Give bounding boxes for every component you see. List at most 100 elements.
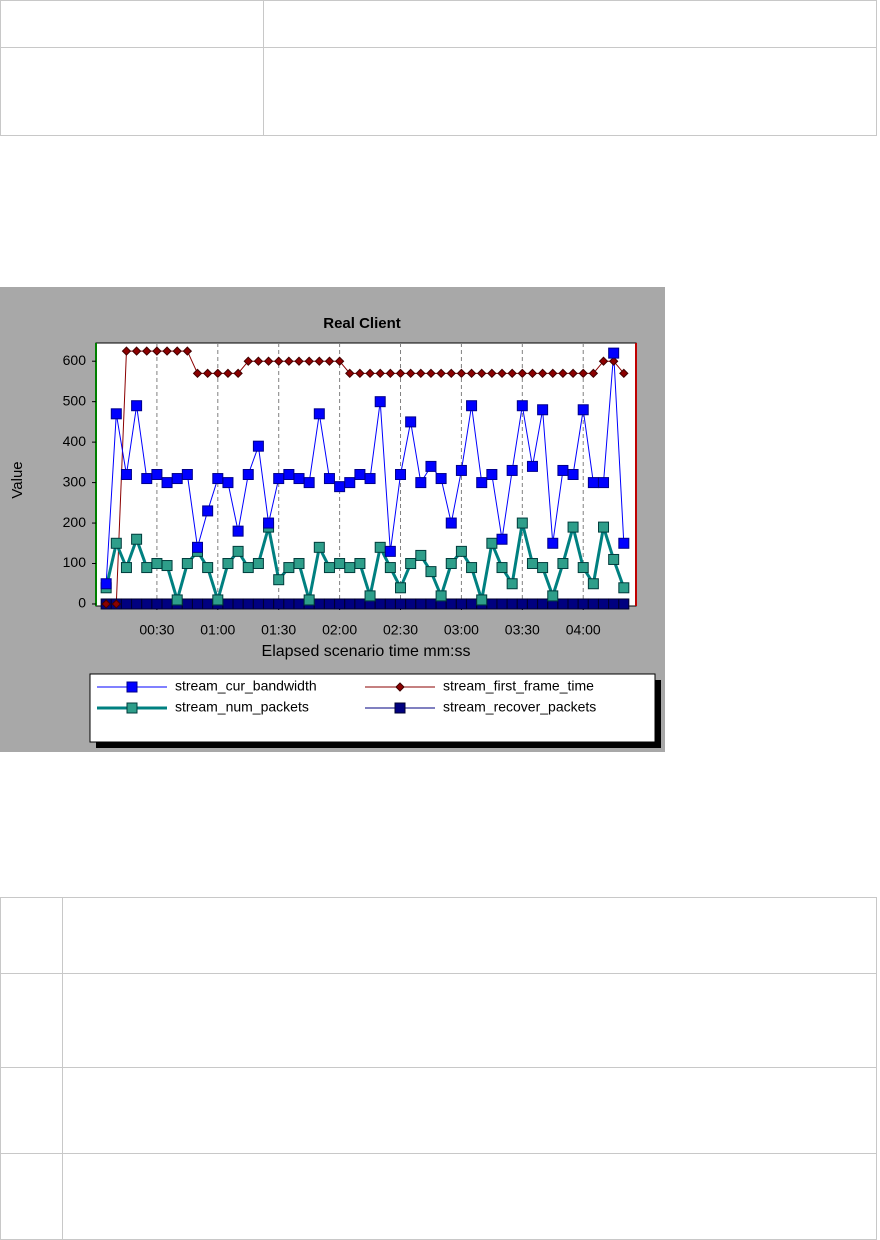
marker [405,598,417,610]
marker [598,598,610,610]
marker [171,473,183,485]
marker [232,598,244,610]
marker [324,356,335,366]
y-tick-label: 0 [78,595,86,611]
marker [375,368,385,379]
marker [162,346,172,356]
y-tick-label: 300 [63,473,87,489]
marker [445,558,457,570]
marker [151,558,163,570]
marker [374,541,386,553]
marker [435,473,447,485]
marker [304,356,314,366]
marker [323,598,335,610]
marker [506,598,518,610]
marker [436,368,446,379]
series-line [106,350,625,605]
marker [263,356,274,366]
marker [161,560,173,572]
marker [466,598,478,610]
marker [598,521,610,533]
marker [374,396,386,408]
marker [587,578,599,590]
marker [100,578,112,590]
bottom-table [0,897,877,1240]
marker [252,598,264,610]
marker [192,598,204,610]
marker [557,464,569,476]
marker [202,598,214,610]
marker [466,368,477,379]
marker [415,598,427,610]
marker [354,598,366,610]
marker [172,346,182,356]
marker [577,404,589,416]
marker [293,558,305,570]
marker [587,477,599,489]
marker [263,598,275,610]
marker [395,582,407,594]
marker [345,368,355,379]
marker [466,400,478,412]
marker [181,469,193,480]
marker [313,598,325,610]
marker [334,481,346,493]
marker [212,594,224,606]
legend-marker [126,681,138,693]
marker [131,533,143,545]
legend-label: stream_first_frame_time [443,678,594,694]
marker [547,537,559,549]
marker [456,368,467,379]
marker [263,517,275,529]
marker [131,598,143,610]
legend-label: stream_cur_bandwidth [175,678,317,694]
marker [161,598,173,610]
marker [252,440,264,452]
marker [182,346,193,356]
marker [222,598,234,610]
marker [253,356,264,366]
top-table [0,0,877,136]
marker [171,594,183,606]
marker [558,368,568,379]
marker [273,598,285,610]
marker [415,477,427,489]
x-axis-label: Elapsed scenario time mm:ss [262,643,471,660]
y-tick-label: 100 [63,554,87,570]
marker [384,598,396,610]
marker [526,460,538,472]
chart: Real Client Value Elapsed scenario time … [0,287,665,752]
marker [487,368,497,379]
marker [486,598,498,610]
marker [152,346,162,356]
marker [283,562,295,574]
marker [151,598,163,610]
cell [0,1067,63,1154]
marker [455,464,467,476]
marker [303,477,315,489]
marker [283,598,295,610]
marker [445,517,457,529]
marker [497,368,507,379]
marker [120,469,132,480]
marker [486,469,498,480]
marker [598,356,609,366]
marker [618,598,630,610]
marker [323,473,335,485]
cell [62,897,877,974]
marker [313,541,325,553]
marker [364,473,376,485]
marker [608,553,620,565]
marker [222,558,234,570]
legend-label: stream_recover_packets [443,699,596,715]
marker [314,356,325,366]
marker [527,368,538,379]
marker [354,558,366,570]
marker [516,517,528,529]
marker [252,558,264,570]
marker [233,368,243,379]
marker [303,594,315,606]
y-tick-label: 500 [63,392,87,408]
marker [283,469,295,480]
